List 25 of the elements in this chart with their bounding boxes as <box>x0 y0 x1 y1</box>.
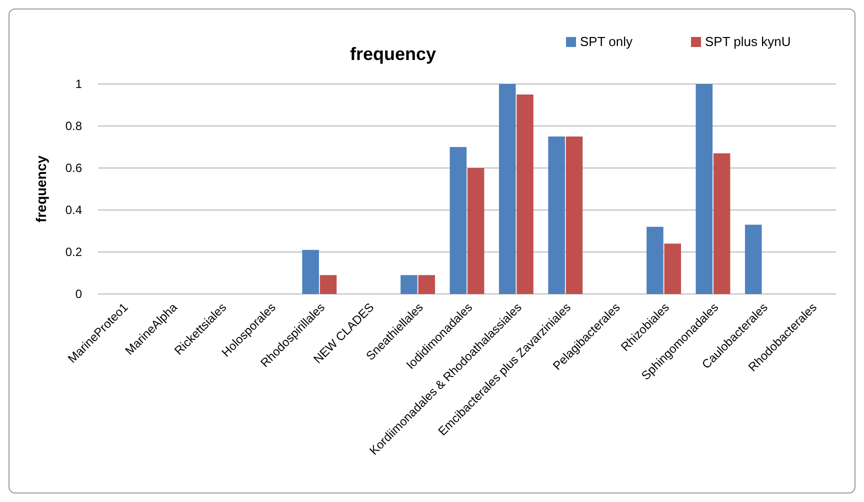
bar <box>696 84 713 294</box>
bar <box>664 244 682 294</box>
y-tick-label: 0 <box>75 287 82 301</box>
y-tick-label: 0.6 <box>65 161 82 175</box>
legend-label: SPT plus kynU <box>705 34 791 49</box>
y-tick-label: 0.8 <box>65 119 82 133</box>
bar <box>516 94 534 294</box>
bar <box>713 153 730 294</box>
y-tick-label: 0.4 <box>65 203 82 217</box>
bar <box>646 226 664 294</box>
bar <box>744 224 762 294</box>
y-tick-label: 0.2 <box>65 245 82 259</box>
y-axis-title: frequency <box>33 155 49 222</box>
bar <box>400 275 418 294</box>
bar <box>450 147 467 294</box>
bar <box>498 84 516 294</box>
legend-label: SPT only <box>580 34 634 49</box>
bar <box>566 136 583 294</box>
bar <box>302 250 319 294</box>
y-tick-label: 1 <box>75 77 82 91</box>
chart-title: frequency <box>350 44 436 64</box>
bar <box>320 275 337 294</box>
bar <box>548 136 565 294</box>
bar <box>418 275 436 294</box>
bar <box>467 168 484 294</box>
